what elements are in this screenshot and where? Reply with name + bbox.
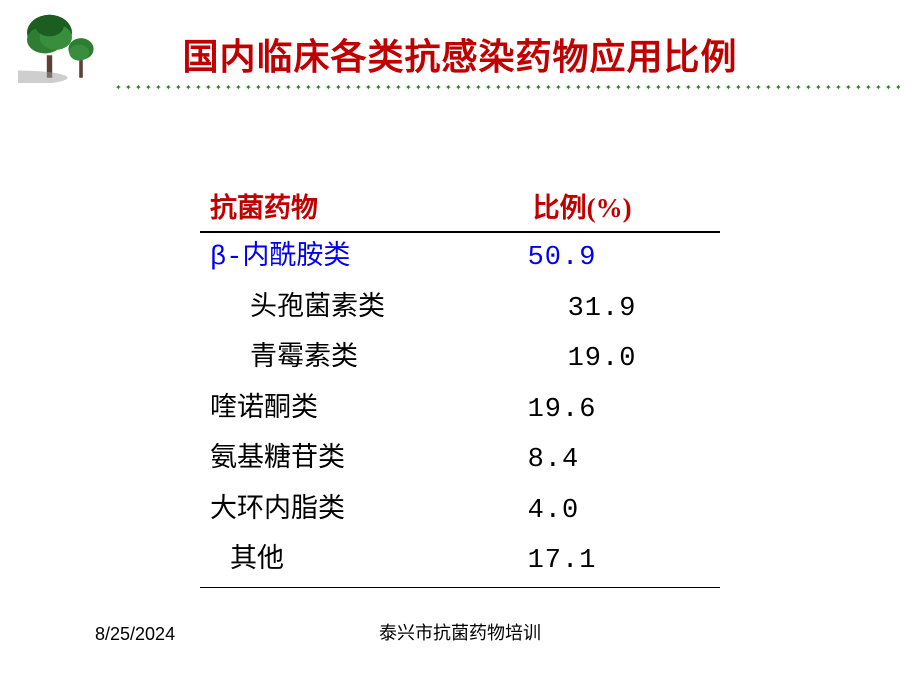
cell-ratio-value: 17.1 [483, 536, 720, 587]
cell-ratio-value: 19.0 [483, 334, 720, 385]
cell-drug-name: 大环内脂类 [200, 486, 483, 537]
cell-drug-name: 其他 [200, 536, 483, 587]
table-row: 其他17.1 [200, 536, 720, 587]
cell-drug-name: 青霉素类 [200, 334, 483, 385]
cell-ratio-value: 19.6 [483, 385, 720, 436]
cell-drug-name: 氨基糖苷类 [200, 435, 483, 486]
pine-tree-icon [18, 5, 108, 83]
footer-organization: 泰兴市抗菌药物培训 [379, 619, 541, 645]
table-row: 大环内脂类 4.0 [200, 486, 720, 537]
page-title: 国内临床各类抗感染药物应用比例 [182, 28, 737, 80]
cell-ratio-value: 4.0 [483, 486, 720, 537]
header-drug-name: 抗菌药物 [200, 180, 483, 232]
cell-drug-name: 头孢菌素类 [200, 284, 483, 335]
table-row: 喹诺酮类19.6 [200, 385, 720, 436]
cell-ratio-value: 31.9 [483, 284, 720, 335]
table-row: 青霉素类19.0 [200, 334, 720, 385]
table-row: 头孢菌素类31.9 [200, 284, 720, 335]
table-row: β-内酰胺类50.9 [200, 232, 720, 284]
cell-drug-name: β-内酰胺类 [200, 232, 483, 284]
drug-ratio-table: 抗菌药物 比例(%) β-内酰胺类50.9头孢菌素类31.9青霉素类19.0喹诺… [200, 180, 720, 588]
cell-ratio-value: 8.4 [483, 435, 720, 486]
header-ratio: 比例(%) [483, 180, 720, 232]
table-body: β-内酰胺类50.9头孢菌素类31.9青霉素类19.0喹诺酮类19.6氨基糖苷类… [200, 232, 720, 587]
leaf-divider: ✦✦✦✦✦✦✦✦✦✦✦✦✦✦✦✦✦✦✦✦✦✦✦✦✦✦✦✦✦✦✦✦✦✦✦✦✦✦✦✦… [115, 85, 900, 91]
drug-ratio-table-container: 抗菌药物 比例(%) β-内酰胺类50.9头孢菌素类31.9青霉素类19.0喹诺… [200, 180, 720, 588]
table-row: 氨基糖苷类 8.4 [200, 435, 720, 486]
header: 国内临床各类抗感染药物应用比例 ✦✦✦✦✦✦✦✦✦✦✦✦✦✦✦✦✦✦✦✦✦✦✦✦… [0, 0, 920, 95]
cell-drug-name: 喹诺酮类 [200, 385, 483, 436]
footer-date: 8/25/2024 [95, 624, 175, 645]
cell-ratio-value: 50.9 [483, 232, 720, 284]
